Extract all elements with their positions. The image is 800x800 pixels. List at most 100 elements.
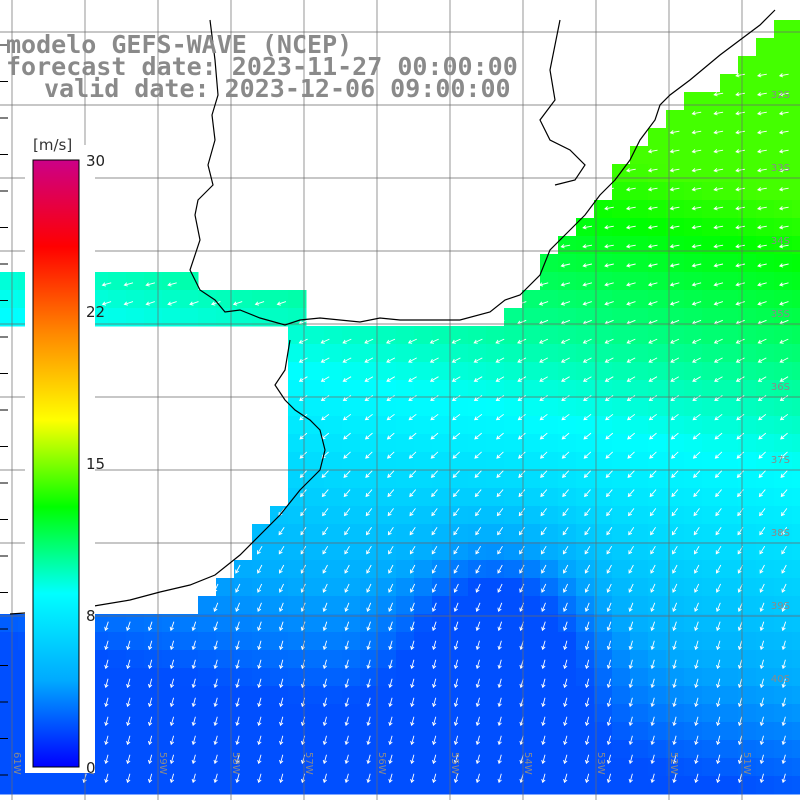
field-cell <box>342 776 361 795</box>
field-cell <box>432 632 451 651</box>
field-cell <box>594 632 613 651</box>
field-cell <box>738 200 757 219</box>
wind-arrow <box>298 357 308 363</box>
wind-arrow <box>560 301 571 306</box>
field-cell <box>540 344 559 363</box>
wind-arrow <box>713 357 723 363</box>
wind-arrow <box>408 395 417 401</box>
field-cell <box>684 470 703 489</box>
field-cell <box>0 740 19 759</box>
field-cell <box>504 362 523 381</box>
field-cell <box>774 380 793 399</box>
wind-arrow <box>780 470 788 478</box>
wind-arrow <box>561 413 570 421</box>
field-cell <box>594 290 613 309</box>
wind-arrow <box>321 489 329 498</box>
field-cell <box>738 380 757 399</box>
field-cell <box>342 668 361 687</box>
field-cell <box>576 380 595 399</box>
field-cell <box>360 668 379 687</box>
wind-arrow <box>627 489 635 498</box>
field-cell <box>324 650 343 669</box>
field-cell <box>504 380 523 399</box>
wind-arrow <box>584 564 591 574</box>
field-cell <box>738 542 757 561</box>
field-cell <box>720 776 739 795</box>
wind-arrow <box>715 508 722 517</box>
wind-arrow <box>650 735 655 746</box>
wind-arrow <box>625 225 636 230</box>
field-cell <box>756 686 775 705</box>
field-cell <box>432 686 451 705</box>
field-cell <box>648 470 667 489</box>
wind-arrow <box>497 602 503 613</box>
field-cell <box>720 164 739 183</box>
wind-arrow <box>736 451 745 459</box>
field-cell <box>684 524 703 543</box>
wind-arrow <box>432 773 437 784</box>
field-cell <box>576 632 595 651</box>
wind-arrow <box>495 376 505 382</box>
wind-arrow <box>344 697 349 708</box>
wind-arrow <box>540 470 548 478</box>
wind-arrow <box>563 754 568 765</box>
field-cell <box>666 344 685 363</box>
wind-arrow <box>410 602 415 613</box>
field-cell <box>450 380 469 399</box>
field-cell <box>468 578 487 597</box>
field-cell <box>486 362 505 381</box>
wind-arrow <box>475 659 481 670</box>
wind-arrow <box>759 735 765 746</box>
field-cell <box>324 686 343 705</box>
field-cell <box>684 650 703 669</box>
wind-arrow <box>778 225 789 230</box>
wind-arrow <box>757 338 767 344</box>
wind-arrow <box>453 754 459 765</box>
field-cell <box>612 452 631 471</box>
field-cell <box>324 560 343 579</box>
field-cell <box>0 758 19 777</box>
field-cell <box>630 200 649 219</box>
field-cell <box>234 758 253 777</box>
wind-arrow <box>518 489 526 498</box>
wind-arrow <box>778 92 789 97</box>
field-cell <box>396 470 415 489</box>
field-cell <box>540 578 559 597</box>
wind-arrow <box>365 470 373 478</box>
wind-arrow <box>169 754 175 765</box>
field-cell <box>558 344 577 363</box>
field-cell <box>288 722 307 741</box>
field-cell <box>486 632 505 651</box>
field-cell <box>342 542 361 561</box>
field-cell <box>270 704 289 723</box>
wind-arrow <box>147 754 153 765</box>
wind-arrow <box>650 640 655 651</box>
wind-arrow <box>780 432 788 440</box>
field-cell <box>576 650 595 669</box>
field-cell <box>792 398 800 417</box>
wind-arrow <box>322 564 328 574</box>
field-cell <box>738 236 757 255</box>
field-cell <box>630 182 649 201</box>
field-cell <box>306 506 325 525</box>
field-cell <box>702 254 721 273</box>
field-cell <box>666 722 685 741</box>
field-cell <box>594 362 613 381</box>
field-cell <box>702 326 721 345</box>
field-cell <box>666 686 685 705</box>
wind-arrow <box>322 716 328 727</box>
wind-arrow <box>539 432 548 440</box>
wind-arrow <box>628 754 633 765</box>
wind-arrow <box>781 754 786 765</box>
field-cell <box>414 560 433 579</box>
field-cell <box>432 578 451 597</box>
field-cell <box>342 614 361 633</box>
field-cell <box>738 416 757 435</box>
field-cell <box>432 776 451 795</box>
field-cell <box>558 776 577 795</box>
wind-arrow <box>126 754 131 765</box>
wind-arrow <box>691 301 702 306</box>
wind-arrow <box>669 206 680 211</box>
field-cell <box>738 776 757 795</box>
field-cell <box>360 434 379 453</box>
